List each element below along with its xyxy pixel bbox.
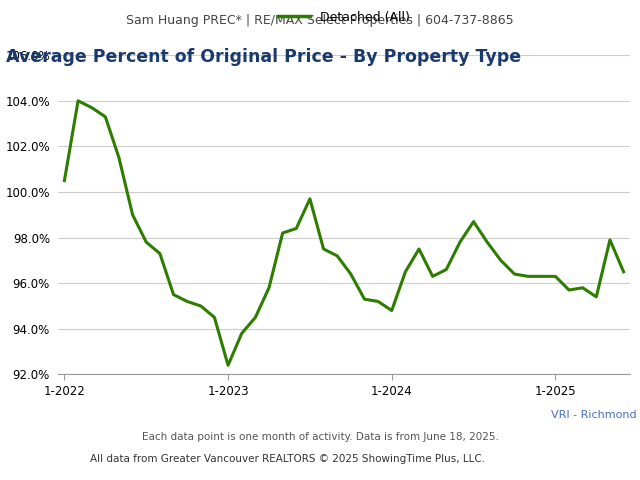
Legend: Detached (All): Detached (All) [273,6,415,29]
Text: All data from Greater Vancouver REALTORS © 2025 ShowingTime Plus, LLC.: All data from Greater Vancouver REALTORS… [90,454,484,464]
Text: Each data point is one month of activity. Data is from June 18, 2025.: Each data point is one month of activity… [141,432,499,442]
Text: VRI - Richmond: VRI - Richmond [551,410,637,420]
Text: Average Percent of Original Price - By Property Type: Average Percent of Original Price - By P… [6,48,522,66]
Text: Sam Huang PREC* | RE/MAX Select Properties | 604-737-8865: Sam Huang PREC* | RE/MAX Select Properti… [126,14,514,27]
